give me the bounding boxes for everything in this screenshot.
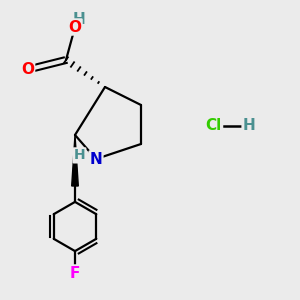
Text: H: H xyxy=(74,148,85,162)
Text: N: N xyxy=(90,152,102,166)
Text: F: F xyxy=(70,266,80,280)
Text: H: H xyxy=(243,118,255,134)
Text: Cl: Cl xyxy=(205,118,221,134)
Text: O: O xyxy=(68,20,82,34)
Text: H: H xyxy=(72,12,85,27)
Polygon shape xyxy=(72,135,78,186)
Text: O: O xyxy=(21,61,34,76)
